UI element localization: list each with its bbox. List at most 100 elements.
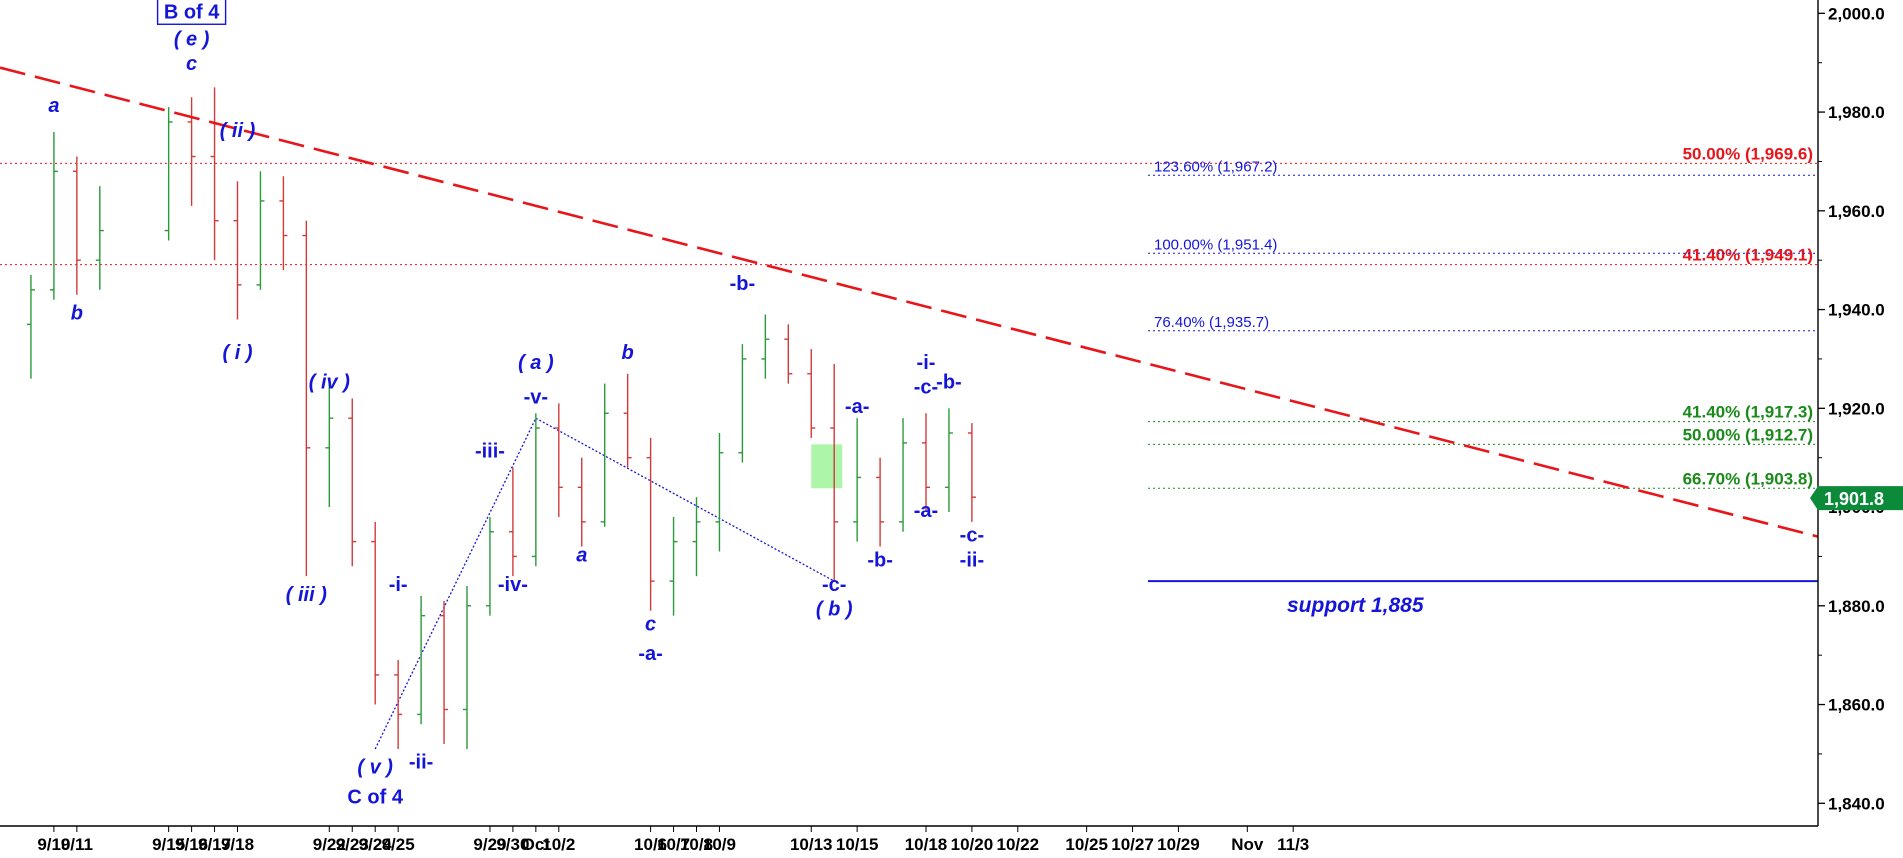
x-tick-label: 10/29 [1157,835,1200,854]
candle [256,171,265,290]
wave-label: ( iii ) [286,584,327,606]
candle [417,595,426,725]
wave-label-box [156,0,227,25]
x-tick-label: 9/24 [359,835,393,854]
wave-label: -b- [867,549,893,571]
candle [899,418,908,532]
candle [394,660,403,749]
candle [279,176,288,271]
x-tick-label: 9/11 [61,835,93,854]
x-tick-label: 9/18 [221,835,254,854]
candle [784,324,793,384]
wave-label: ( iv ) [309,372,350,394]
wave-label: -c- [914,376,938,398]
candle [853,418,862,542]
candle [26,275,35,379]
wave-label: -a- [914,500,938,522]
wave-label: ( i ) [223,342,253,364]
wave-label: -iv- [498,574,528,596]
candle [554,403,563,517]
wave-label: a [48,95,59,117]
x-tick-label: 9/29 [473,835,506,854]
x-tick-label: Nov [1231,835,1264,854]
wave-label: -v- [524,386,548,408]
x-tick-label: 9/16 [175,835,208,854]
candle [623,373,632,468]
wave-label: -a- [638,643,662,665]
wave-channel-line [535,417,835,582]
candle [302,220,311,577]
candle [922,413,930,512]
wave-label: -c- [822,574,846,596]
wave-label: c [186,53,197,75]
candle [485,516,494,616]
candle [830,363,839,582]
fib-level-label: 41.40% (1,917.3) [1683,403,1813,422]
candle [967,423,976,522]
x-tick-label: 9/23 [336,835,369,854]
candle [577,457,586,547]
candle [325,383,334,508]
fib-level-label: 50.00% (1,912.7) [1683,425,1813,444]
y-tick-label: 1,860.0 [1828,696,1885,715]
candle [646,437,655,611]
candle [348,398,357,567]
y-tick-label: 1,840.0 [1828,794,1885,813]
y-tick-label: 1,880.0 [1828,597,1885,616]
y-tick-label: 1,940.0 [1828,301,1885,320]
y-tick-label: 1,920.0 [1828,399,1885,418]
y-tick-label: 1,960.0 [1828,202,1885,221]
candle [164,107,173,241]
wave-label: a [576,544,587,566]
candle [692,497,701,577]
candle [531,413,540,567]
wave-label: ( a ) [518,352,554,374]
wave-label: -b- [936,372,962,394]
x-tick-label: 9/10 [37,835,70,854]
x-tick-label: 10/2 [542,835,575,854]
candle [715,432,724,552]
x-tick-label: 9/25 [382,835,415,854]
fib-level-label: 123.60% (1,967.2) [1154,158,1277,175]
x-tick-label: 9/15 [152,835,185,854]
x-tick-label: 9/17 [198,835,231,854]
x-tick-label: 10/7 [657,835,690,854]
candle [944,408,953,512]
candle [95,186,104,290]
candle [669,516,678,616]
candle [761,314,770,379]
candle [508,467,517,577]
x-tick-label: 10/13 [790,835,833,854]
x-tick-label: 10/18 [905,835,948,854]
fib-level-label: 50.00% (1,969.6) [1683,144,1813,163]
wave-label: ( e ) [174,28,210,50]
wave-label: b [622,342,634,364]
wave-label: b [71,302,83,324]
x-tick-label: 10/15 [836,835,879,854]
wave-label: -iii- [475,441,505,463]
x-tick-label: 10/27 [1111,835,1154,854]
wave-label: -ii- [960,549,984,571]
target-zone [811,444,843,489]
wave-label: ( b ) [816,599,853,621]
x-tick-label: 10/20 [951,835,994,854]
candle [463,586,471,749]
wave-label: ( ii ) [220,120,256,142]
candle [807,349,816,438]
x-tick-label: 9/30 [496,835,529,854]
candle [233,181,242,320]
x-tick-label: 10/8 [680,835,713,854]
candle [187,97,196,206]
candle [738,344,747,463]
wave-label: -i- [389,574,408,596]
wave-label: c [645,613,656,635]
fib-level-label: 66.70% (1,903.8) [1683,469,1813,488]
x-tick-label: 9/22 [313,835,346,854]
fib-level-label: 100.00% (1,951.4) [1154,236,1277,253]
wave-label: -a- [845,396,869,418]
wave-label: -i- [917,352,936,374]
fib-level-label: 76.40% (1,935.7) [1154,314,1269,331]
y-tick-label: 1,980.0 [1828,103,1885,122]
x-tick-label: Oct [522,835,551,854]
